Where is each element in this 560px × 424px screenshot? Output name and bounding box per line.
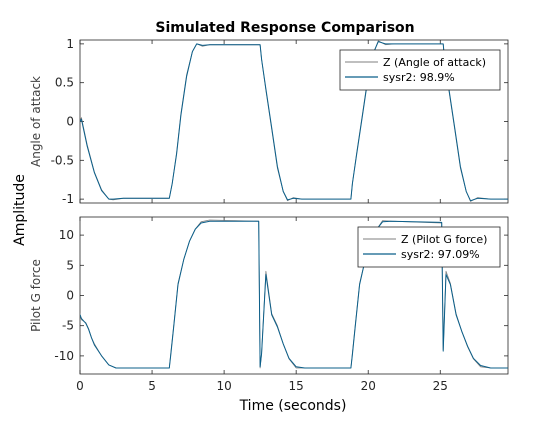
- x-tick-label: 15: [289, 379, 304, 393]
- subplot-pilot-g-force: 0 5 10 15 20 25 -10 -5 0 5 10 Pilot G force Z (Pilot…: [29, 216, 509, 393]
- x-tick-label: 10: [216, 379, 231, 393]
- y-tick-label: 0.5: [55, 76, 74, 90]
- subplot-y-label: Pilot G force: [29, 259, 43, 332]
- y-tick-label: 0: [66, 115, 74, 129]
- x-axis-label: Time (seconds): [239, 398, 347, 414]
- y-tick-label: -5: [62, 319, 74, 333]
- series-group: [80, 219, 508, 369]
- legend-box: [357, 226, 501, 268]
- legend-entry: sysr2: 98.9%: [383, 71, 455, 84]
- legend: Z (Pilot G force) sysr2: 97.09%: [357, 226, 501, 268]
- y-axis-label-amplitude: Amplitude: [12, 174, 28, 246]
- y-tick-label: -10: [54, 349, 74, 363]
- y-tick-label: 1: [66, 37, 74, 51]
- y-tick-label: 5: [66, 258, 74, 272]
- y-tick-label: 0: [66, 289, 74, 303]
- legend-entry: Z (Angle of attack): [383, 56, 486, 69]
- x-tick-label: 0: [76, 379, 84, 393]
- legend-entry: sysr2: 97.09%: [401, 248, 480, 261]
- subplot-angle-of-attack: -1 -0.5 0 0.5 1 Angle of attack Z (Angle of at…: [29, 37, 509, 206]
- legend: Z (Angle of attack) sysr2: 98.9%: [339, 49, 501, 91]
- y-tick-label: 10: [59, 228, 74, 242]
- subplot-y-label: Angle of attack: [29, 76, 43, 167]
- series-line-model: [80, 220, 508, 369]
- x-tick-label: 5: [148, 379, 156, 393]
- x-tick-label: 20: [361, 379, 376, 393]
- x-tick-label: 25: [433, 379, 448, 393]
- legend-box: [339, 49, 501, 91]
- y-tick-label: -1: [62, 192, 74, 206]
- legend-entry: Z (Pilot G force): [401, 233, 487, 246]
- y-tick-label: -0.5: [51, 153, 74, 167]
- chart-title: Simulated Response Comparison: [155, 20, 414, 36]
